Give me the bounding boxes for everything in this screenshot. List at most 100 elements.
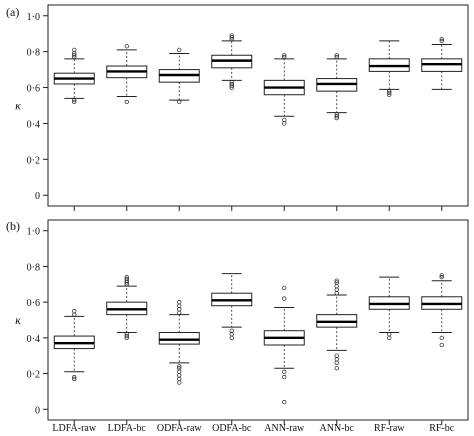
panel-a-box-3 <box>158 47 200 105</box>
outlier-point <box>282 285 287 291</box>
panel-b-xtick-label: QDFA-raw <box>157 423 203 431</box>
panel-b-box-1 <box>53 308 95 382</box>
panel-a-ylabel: κ <box>15 99 21 113</box>
outlier-point <box>387 332 392 337</box>
outlier-point <box>229 81 234 87</box>
panel-b-box-6 <box>316 278 358 371</box>
outlier-point <box>72 97 77 103</box>
panel-b-box-4 <box>211 273 253 341</box>
outlier-point <box>72 53 77 58</box>
outlier-point <box>334 280 339 285</box>
outlier-point <box>177 369 182 374</box>
panel-a-ytick-label: 0·4 <box>27 119 40 130</box>
panel-b-ytick-label: 1·0 <box>27 227 40 238</box>
outlier-point <box>282 121 287 126</box>
panel-b-box-8 <box>421 273 463 348</box>
outlier-point <box>177 310 182 316</box>
panel-a-box-4 <box>211 33 253 90</box>
outlier-point <box>177 376 182 382</box>
outlier-point <box>72 312 77 317</box>
iqr-box <box>158 332 200 345</box>
outlier-point <box>334 278 339 283</box>
panel-b-xtick-label: ANN-raw <box>264 423 305 431</box>
outlier-point <box>124 276 129 282</box>
outlier-point <box>334 112 339 117</box>
outlier-point <box>72 308 77 314</box>
outlier-point <box>229 35 234 40</box>
outlier-point <box>177 99 182 105</box>
outlier-point <box>334 353 339 358</box>
outlier-point <box>282 369 287 374</box>
outlier-point <box>334 291 339 296</box>
outlier-point <box>72 376 77 382</box>
outlier-point <box>229 335 234 341</box>
panel-a-plot-frame <box>47 4 469 207</box>
outlier-point <box>334 54 339 60</box>
outlier-point <box>177 47 182 53</box>
outlier-point <box>334 360 339 366</box>
outlier-point <box>177 380 182 385</box>
outlier-point <box>334 287 339 292</box>
panel-a-box-1 <box>53 47 95 105</box>
panel-b-xtick-label: LDFA-bc <box>108 423 147 431</box>
panel-a-ytick-label: 0·6 <box>27 84 40 95</box>
outlier-point <box>439 274 444 280</box>
panel-b-ytick-label: 0 <box>35 405 40 416</box>
outlier-point <box>72 47 77 53</box>
outlier-point <box>334 366 339 371</box>
panel-b-box-5 <box>263 285 305 405</box>
panel-b-panel-label: (b) <box>6 219 20 233</box>
outlier-point <box>387 90 392 96</box>
outlier-point <box>177 299 182 305</box>
panel-b-box-2 <box>106 274 148 341</box>
panel-b: (b) 0 0·2 0·4 0·6 0·8 1·0 κ LDFA-raw LDFA-bc QDFA-… <box>6 219 469 434</box>
outlier-point <box>282 399 287 405</box>
outlier-point <box>282 374 287 380</box>
panel-a-panel-label: (a) <box>6 5 19 19</box>
panel-a-box-5 <box>263 53 305 126</box>
outlier-point <box>72 99 77 105</box>
outlier-point <box>334 357 339 362</box>
panel-b-box-7 <box>368 276 410 341</box>
outlier-point <box>334 53 339 58</box>
outlier-point <box>72 374 77 380</box>
outlier-point <box>229 332 234 337</box>
panel-a-ytick-label: 1·0 <box>27 12 40 23</box>
outlier-point <box>439 335 444 341</box>
panel-b-xtick-label: QDFA-bc <box>212 423 252 431</box>
panel-a: (a) 0 0·2 0·4 0·6 0·8 1·0 κ <box>6 4 469 211</box>
panel-b-box-3 <box>158 299 200 385</box>
outlier-point <box>177 307 182 312</box>
panel-a-ytick-label: 0·8 <box>27 48 40 59</box>
outlier-point <box>124 44 129 49</box>
outlier-point <box>282 54 287 60</box>
outlier-point <box>124 99 129 105</box>
panel-b-ylabel: κ <box>15 313 21 327</box>
outlier-point <box>282 296 287 301</box>
panel-a-box-7 <box>368 40 410 97</box>
panel-a-ytick-label: 0·2 <box>27 155 40 166</box>
outlier-point <box>177 364 182 369</box>
outlier-point <box>177 366 182 371</box>
outlier-point <box>229 33 234 38</box>
outlier-point <box>177 303 182 308</box>
panel-b-xtick-label: LDFA-raw <box>52 423 96 431</box>
panel-b-ytick-label: 0·6 <box>27 298 40 309</box>
panel-b-ytick-label: 0·8 <box>27 262 40 273</box>
outlier-point <box>282 117 287 123</box>
outlier-point <box>177 373 182 378</box>
panel-b-xtick-label: ANN-bc <box>320 423 355 431</box>
outlier-point <box>387 88 392 94</box>
panel-a-ytick-label: 0 <box>35 191 40 202</box>
panel-b-xtick-label: RF-raw <box>374 423 405 431</box>
outlier-point <box>439 38 444 44</box>
panel-a-box-2 <box>106 44 148 105</box>
outlier-point <box>124 333 129 339</box>
outlier-point <box>334 114 339 119</box>
outlier-point <box>439 273 444 278</box>
panel-b-ytick-label: 0·2 <box>27 370 40 381</box>
panel-b-xtick-label: RF-bc <box>429 423 455 431</box>
outlier-point <box>439 342 444 348</box>
